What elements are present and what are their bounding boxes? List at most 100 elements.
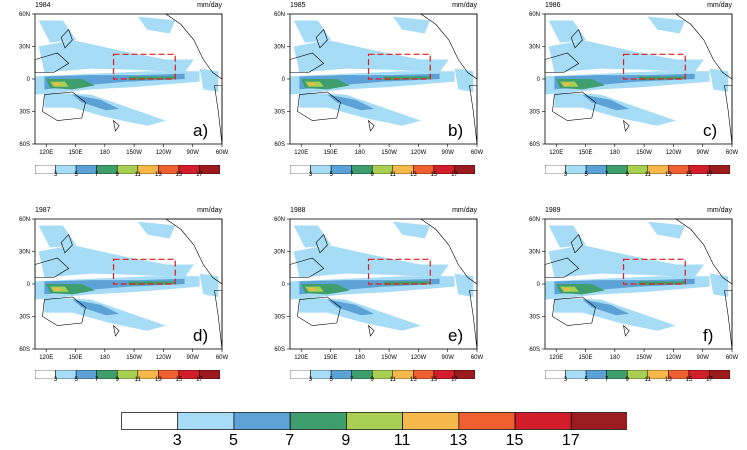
coastline	[552, 91, 596, 121]
precip-asia	[548, 225, 587, 248]
lon-tick-label: 150W	[381, 355, 397, 361]
colorbar-level-label: 9	[370, 377, 374, 383]
lat-tick-label: 60S	[529, 142, 540, 148]
colorbar-level-label: 13	[409, 172, 417, 178]
lon-tick-label: 90W	[697, 355, 710, 361]
precip-core-orange	[563, 82, 570, 86]
colorbar-level-label: 7	[604, 172, 609, 178]
colorbar-level-label: 13	[664, 377, 672, 383]
precip-spcz-medium	[72, 299, 120, 316]
colorbar-level-label: 17	[706, 172, 713, 178]
colorbar-swatch	[310, 164, 332, 175]
colorbar-level-label: 9	[115, 377, 119, 383]
main-colorbar-swatch	[346, 412, 403, 430]
colorbar-swatch	[310, 369, 332, 380]
map-panel-1986: 60N 30N 0 30S 60S 120E 150E 180 150W 120W 90W 60W 19…	[518, 2, 738, 182]
colorbar-swatch	[351, 164, 373, 175]
main-colorbar-swatch	[570, 412, 628, 430]
main-colorbar-level-label: 15	[505, 432, 524, 449]
panel-units: mm/day	[197, 207, 222, 214]
colorbar-swatch	[34, 369, 56, 380]
lon-tick-label: 60W	[216, 355, 228, 361]
main-colorbar-swatch	[233, 412, 291, 430]
main-colorbar-swatch	[402, 412, 460, 430]
panel-year: 1987	[35, 207, 51, 214]
precip-core-orange	[53, 287, 60, 291]
colorbar-swatch	[544, 369, 566, 380]
lon-tick-label: 90W	[187, 150, 200, 156]
lon-tick-label: 120W	[411, 150, 427, 156]
colorbar-level-label: 3	[308, 377, 313, 383]
lat-tick-label: 0	[537, 77, 541, 83]
coastline	[42, 91, 86, 121]
colorbar-level-label: 5	[329, 377, 333, 383]
colorbar-swatch	[544, 164, 566, 175]
lat-tick-label: 60N	[19, 12, 30, 18]
lat-tick-label: 60S	[529, 347, 540, 353]
lon-tick-label: 120W	[411, 355, 427, 361]
coastline	[623, 324, 630, 337]
precip-band-north	[548, 245, 704, 278]
colorbar-level-label: 9	[625, 377, 629, 383]
colorbar-level-label: 7	[349, 172, 354, 178]
lat-tick-label: 30S	[19, 315, 30, 321]
lon-tick-label: 150E	[324, 355, 338, 361]
lat-tick-label: 30S	[529, 315, 540, 321]
lat-tick-label: 0	[282, 77, 286, 83]
coastline	[60, 29, 73, 49]
colorbar-swatch	[565, 369, 587, 380]
main-colorbar-level-label: 13	[449, 432, 468, 449]
precip-america	[709, 273, 729, 297]
precip-band-north	[38, 245, 194, 278]
precip-spcz-medium	[327, 94, 375, 111]
precip-core-orange	[53, 82, 60, 86]
precip-america	[199, 273, 219, 297]
nino-region-box	[622, 53, 686, 80]
colorbar-level-label: 15	[430, 172, 438, 178]
precip-core-orange	[308, 287, 315, 291]
colorbar-level-label: 15	[175, 377, 183, 383]
colorbar-level-label: 5	[584, 172, 588, 178]
lon-tick-label: 180	[100, 355, 111, 361]
main-colorbar-level-label: 7	[285, 432, 295, 449]
panel-letter: e)	[448, 326, 464, 345]
lon-tick-label: 120E	[294, 355, 308, 361]
precip-america	[709, 68, 729, 92]
colorbar-level-label: 17	[451, 172, 458, 178]
panel-letter: b)	[448, 121, 464, 140]
colorbar-level-label: 11	[644, 172, 651, 178]
main-colorbar-swatch	[289, 412, 347, 430]
lat-tick-label: 60N	[274, 217, 285, 223]
panel-year: 1988	[290, 207, 306, 214]
lon-tick-label: 120E	[549, 355, 563, 361]
lat-tick-label: 0	[27, 282, 31, 288]
colorbar-swatch	[606, 369, 628, 380]
lon-tick-label: 180	[610, 150, 621, 156]
coastline	[113, 324, 120, 337]
colorbar-swatch	[330, 164, 352, 175]
lat-tick-label: 30S	[529, 110, 540, 116]
lon-tick-label: 120E	[294, 150, 308, 156]
lat-tick-label: 30N	[19, 45, 30, 51]
precip-band-north	[548, 40, 704, 73]
coastline	[60, 234, 73, 254]
colorbar-level-label: 15	[685, 172, 693, 178]
lon-tick-label: 60W	[726, 355, 738, 361]
colorbar-level-label: 5	[74, 172, 78, 178]
colorbar-level-label: 17	[451, 377, 458, 383]
coastline	[42, 296, 86, 326]
precip-north-pacific	[137, 221, 176, 239]
precip-asia	[293, 225, 332, 248]
lon-tick-label: 120W	[666, 150, 682, 156]
colorbar-level-label: 5	[584, 377, 588, 383]
map-panel-1989: 60N 30N 0 30S 60S 120E 150E 180 150W 120W 90W 60W 19…	[518, 207, 738, 387]
colorbar-level-label: 13	[154, 172, 162, 178]
main-colorbar-level-label: 3	[172, 432, 182, 449]
precip-map: 60N 30N 0 30S 60S 120E 150E 180 150W 120W 90W 60W	[529, 217, 738, 361]
colorbar-level-label: 9	[115, 172, 119, 178]
colorbar-swatch	[606, 164, 628, 175]
panel-letter: a)	[193, 121, 209, 140]
precip-core-orange	[563, 287, 570, 291]
coastline	[113, 119, 120, 132]
lat-tick-label: 0	[27, 77, 31, 83]
